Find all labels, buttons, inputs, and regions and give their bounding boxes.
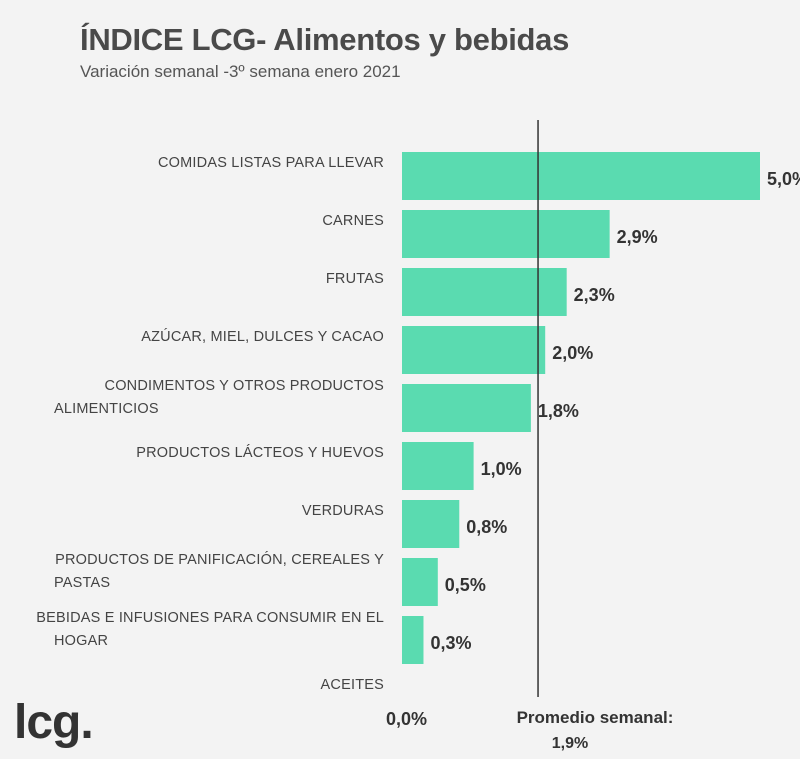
value-label-azucar-miel-dulces-y-cacao: 2,0% — [552, 343, 593, 363]
category-label-productos-lacteos-y-huevos: PRODUCTOS LÁCTEOS Y HUEVOS — [136, 444, 384, 461]
category-label-azucar-miel-dulces-y-cacao: AZÚCAR, MIEL, DULCES Y CACAO — [141, 328, 384, 345]
category-label-aceites: ACEITES — [321, 677, 384, 693]
value-label-productos-lacteos-y-huevos: 1,0% — [481, 459, 522, 479]
value-label-verduras: 0,8% — [466, 517, 507, 537]
lcg-logo: lcg. — [14, 696, 94, 749]
value-label-comidas-listas-para-llevar: 5,0% — [767, 169, 800, 189]
bar-azucar-miel-dulces-y-cacao — [402, 326, 546, 374]
bar-productos-de-panificacion-cereales-y-pastas — [402, 558, 438, 606]
category-label-comidas-listas-para-llevar: COMIDAS LISTAS PARA LLEVAR — [158, 155, 384, 171]
bar-productos-lacteos-y-huevos — [402, 442, 474, 490]
category-label-productos-de-panificacion-cereales-y-pastas: PRODUCTOS DE PANIFICACIÓN, CEREALES Y PAS… — [54, 551, 384, 591]
value-label-frutas: 2,3% — [574, 285, 615, 305]
category-label-frutas: FRUTAS — [326, 271, 384, 287]
category-label-bebidas-e-infusiones-para-consumir-en-el-hogar: BEBIDAS E INFUSIONES PARA CONSUMIR EN EL… — [36, 610, 384, 649]
value-label-aceites: 0,0% — [386, 709, 427, 729]
bar-comidas-listas-para-llevar — [402, 152, 760, 200]
bar-bebidas-e-infusiones-para-consumir-en-el-hogar — [402, 616, 424, 664]
bar-condimentos-y-otros-productos-alimenticios — [402, 384, 531, 432]
value-label-bebidas-e-infusiones-para-consumir-en-el-hogar: 0,3% — [430, 633, 471, 653]
category-label-carnes: CARNES — [322, 213, 384, 229]
bar-carnes — [402, 210, 610, 258]
value-label-condimentos-y-otros-productos-alimenticios: 1,8% — [538, 401, 579, 421]
category-label-verduras: VERDURAS — [302, 503, 384, 519]
bar-frutas — [402, 268, 567, 316]
bar-verduras — [402, 500, 460, 548]
average-label: Promedio semanal: — [516, 708, 674, 727]
chart-title: ÍNDICE LCG- Alimentos y bebidas — [80, 22, 570, 57]
category-label-condimentos-y-otros-productos-alimenticios: CONDIMENTOS Y OTROS PRODUCTOS ALIMENTICIO… — [54, 378, 384, 417]
value-label-productos-de-panificacion-cereales-y-pastas: 0,5% — [445, 575, 486, 595]
chart-subtitle: Variación semanal -3º semana enero 2021 — [80, 62, 401, 81]
value-label-carnes: 2,9% — [617, 227, 658, 247]
average-value: 1,9% — [551, 735, 589, 752]
